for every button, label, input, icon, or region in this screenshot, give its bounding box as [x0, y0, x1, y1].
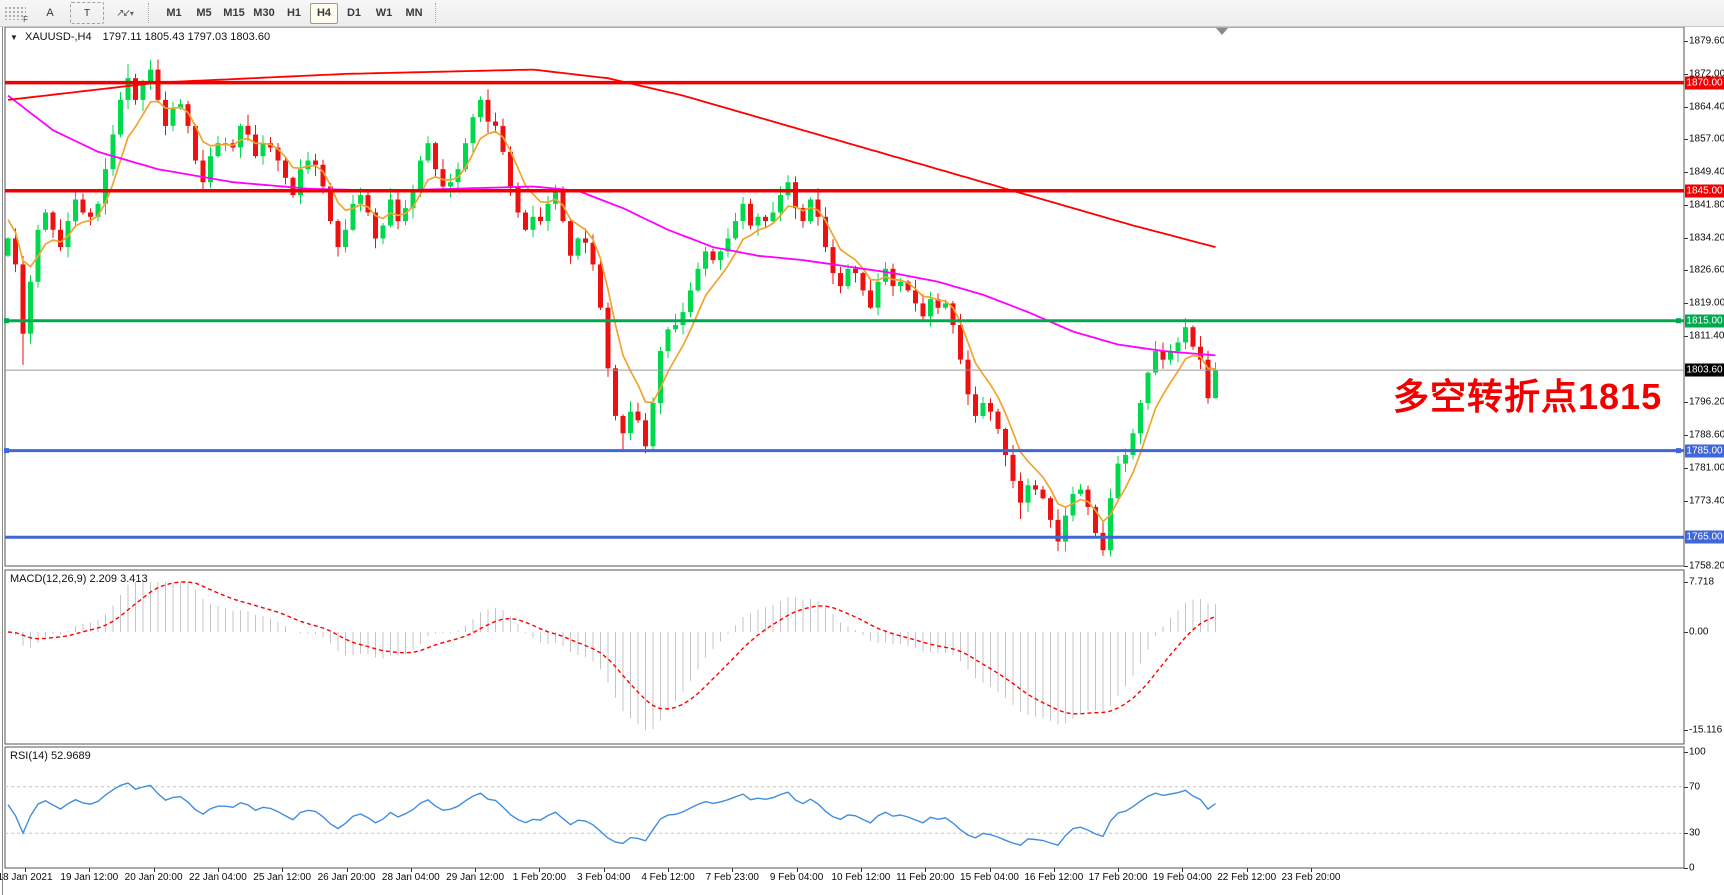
arrows-icon: ↗↙ — [116, 7, 131, 19]
toolbar-separator — [435, 3, 440, 23]
toolbar-grip-icon[interactable]: F — [4, 6, 28, 24]
timeframe-button-h1[interactable]: H1 — [286, 7, 302, 19]
toolbar-separator — [148, 3, 153, 23]
timeframe-button-m15[interactable]: M15 — [223, 7, 245, 19]
chevron-down-icon: ▾ — [129, 8, 134, 18]
timeframe-button-group: M1 M5 M15 M30 H1 H4 D1 W1 MN — [159, 2, 429, 24]
timeframe-button-m5[interactable]: M5 — [196, 7, 212, 19]
timeframe-button-d1[interactable]: D1 — [346, 7, 362, 19]
timeframe-button-m30[interactable]: M30 — [253, 7, 275, 19]
text-label-tool-button[interactable]: A — [46, 7, 54, 19]
arrows-tool-button[interactable]: ↗↙ ▾ — [108, 2, 140, 24]
toolbar: F A T ↗↙ ▾ M1 M5 M15 M30 H1 H4 D1 W1 MN — [0, 0, 1724, 27]
timeframe-button-m1[interactable]: M1 — [166, 7, 182, 19]
timeframe-button-h4[interactable]: H4 — [310, 2, 338, 24]
timeframe-button-mn[interactable]: MN — [405, 7, 423, 19]
timeframe-button-w1[interactable]: W1 — [375, 7, 393, 19]
text-box-tool-button[interactable]: T — [70, 2, 104, 24]
